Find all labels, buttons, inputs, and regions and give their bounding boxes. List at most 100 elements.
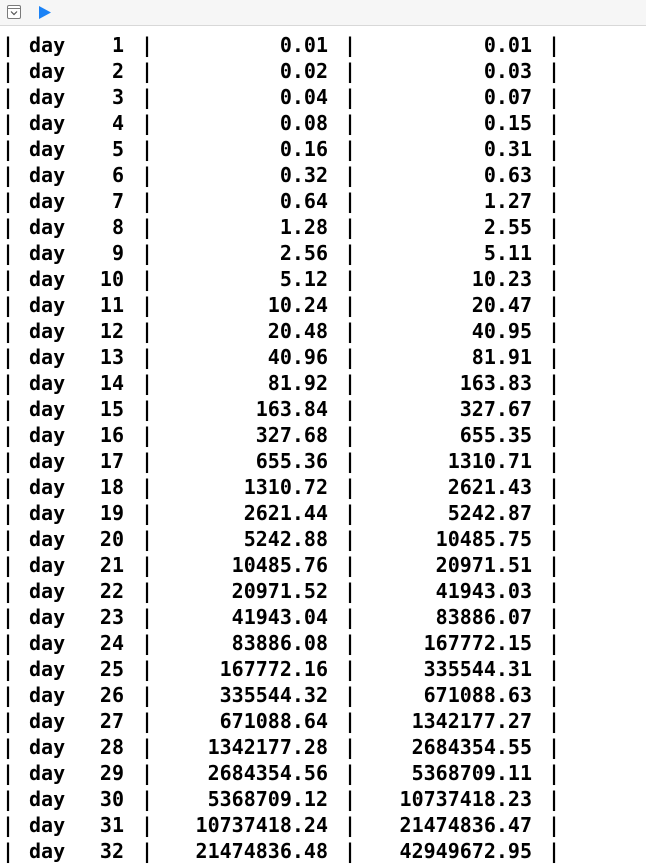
day-number: 31 (99, 813, 124, 837)
column-separator: | (548, 423, 561, 447)
day-number: 24 (99, 631, 124, 655)
column-separator: | (548, 371, 561, 395)
running-total: 83886.07 (435, 605, 532, 629)
column-separator: | (2, 501, 15, 525)
column-separator: | (2, 709, 15, 733)
running-total: 0.03 (483, 59, 532, 83)
column-separator: | (344, 761, 357, 785)
daily-amount: 335544.32 (219, 683, 328, 707)
day-number: 6 (111, 163, 124, 187)
day-label: day (29, 709, 66, 733)
day-label: day (29, 371, 66, 395)
daily-amount: 10485.76 (231, 553, 328, 577)
day-label: day (29, 137, 66, 161)
daily-amount: 5368709.12 (207, 787, 328, 811)
column-separator: | (548, 657, 561, 681)
column-separator: | (2, 319, 15, 343)
column-separator: | (141, 709, 154, 733)
day-label: day (29, 33, 66, 57)
console-line: | day 17 | 655.36 | 1310.71 | (0, 448, 646, 474)
day-number: 1 (111, 33, 124, 57)
column-separator: | (141, 293, 154, 317)
day-number: 27 (99, 709, 124, 733)
console-line: | day 14 | 81.92 | 163.83 | (0, 370, 646, 396)
column-separator: | (141, 397, 154, 421)
column-separator: | (2, 813, 15, 837)
column-separator: | (548, 449, 561, 473)
console-line: | day 15 | 163.84 | 327.67 | (0, 396, 646, 422)
run-play-icon[interactable] (39, 6, 51, 19)
day-number: 17 (99, 449, 124, 473)
day-number: 29 (99, 761, 124, 785)
daily-amount: 10737418.24 (195, 813, 328, 837)
console-line: | day 12 | 20.48 | 40.95 | (0, 318, 646, 344)
column-separator: | (548, 839, 561, 863)
column-separator: | (344, 33, 357, 57)
column-separator: | (141, 33, 154, 57)
daily-amount: 21474836.48 (195, 839, 328, 863)
column-separator: | (548, 59, 561, 83)
running-total: 5.11 (483, 241, 532, 265)
console-toggle-icon[interactable] (7, 5, 21, 19)
day-label: day (29, 657, 66, 681)
column-separator: | (344, 709, 357, 733)
daily-amount: 163.84 (255, 397, 328, 421)
daily-amount: 40.96 (267, 345, 328, 369)
column-separator: | (344, 631, 357, 655)
column-separator: | (344, 241, 357, 265)
daily-amount: 0.08 (279, 111, 328, 135)
column-separator: | (344, 449, 357, 473)
column-separator: | (141, 631, 154, 655)
column-separator: | (344, 267, 357, 291)
column-separator: | (2, 397, 15, 421)
console-line: | day 16 | 327.68 | 655.35 | (0, 422, 646, 448)
column-separator: | (344, 579, 357, 603)
console-line: | day 1 | 0.01 | 0.01 | (0, 32, 646, 58)
day-number: 3 (111, 85, 124, 109)
day-label: day (29, 761, 66, 785)
console-line: | day 23 | 41943.04 | 83886.07 | (0, 604, 646, 630)
column-separator: | (141, 553, 154, 577)
column-separator: | (141, 761, 154, 785)
running-total: 20971.51 (435, 553, 532, 577)
day-number: 7 (111, 189, 124, 213)
column-separator: | (2, 33, 15, 57)
column-separator: | (2, 163, 15, 187)
column-separator: | (548, 397, 561, 421)
daily-amount: 20.48 (267, 319, 328, 343)
running-total: 167772.15 (423, 631, 532, 655)
column-separator: | (344, 553, 357, 577)
debug-toolbar (0, 0, 646, 26)
day-label: day (29, 813, 66, 837)
day-number: 20 (99, 527, 124, 551)
column-separator: | (344, 501, 357, 525)
column-separator: | (548, 189, 561, 213)
column-separator: | (344, 319, 357, 343)
column-separator: | (344, 787, 357, 811)
daily-amount: 167772.16 (219, 657, 328, 681)
column-separator: | (2, 215, 15, 239)
day-label: day (29, 241, 66, 265)
daily-amount: 0.02 (279, 59, 328, 83)
running-total: 41943.03 (435, 579, 532, 603)
console-line: | day 13 | 40.96 | 81.91 | (0, 344, 646, 370)
column-separator: | (548, 293, 561, 317)
column-separator: | (548, 33, 561, 57)
column-separator: | (548, 709, 561, 733)
running-total: 0.01 (483, 33, 532, 57)
column-separator: | (2, 371, 15, 395)
daily-amount: 5.12 (279, 267, 328, 291)
column-separator: | (141, 423, 154, 447)
day-label: day (29, 423, 66, 447)
running-total: 671088.63 (423, 683, 532, 707)
column-separator: | (344, 423, 357, 447)
column-separator: | (344, 111, 357, 135)
column-separator: | (2, 423, 15, 447)
running-total: 0.07 (483, 85, 532, 109)
day-number: 26 (99, 683, 124, 707)
day-number: 19 (99, 501, 124, 525)
day-number: 28 (99, 735, 124, 759)
console-line: | day 27 | 671088.64 | 1342177.27 | (0, 708, 646, 734)
column-separator: | (344, 657, 357, 681)
day-number: 5 (111, 137, 124, 161)
